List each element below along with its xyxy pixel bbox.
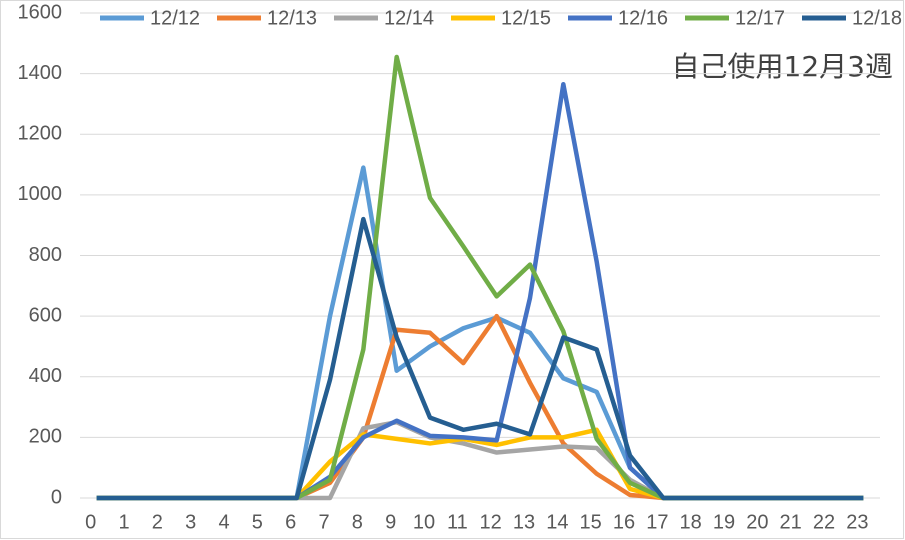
x-tick-label: 14 (546, 511, 568, 533)
x-tick-label: 19 (713, 511, 735, 533)
legend-label: 12/12 (150, 7, 200, 29)
x-tick-label: 20 (746, 511, 768, 533)
x-tick-label: 3 (185, 511, 196, 533)
y-tick-label: 0 (51, 486, 62, 508)
y-tick-label: 200 (29, 426, 62, 448)
x-tick-label: 17 (646, 511, 668, 533)
y-tick-label: 1000 (18, 183, 63, 205)
x-tick-label: 0 (85, 511, 96, 533)
x-tick-label: 7 (318, 511, 329, 533)
y-tick-label: 1600 (18, 1, 63, 23)
x-tick-label: 1 (118, 511, 129, 533)
x-tick-label: 9 (385, 511, 396, 533)
y-tick-label: 400 (29, 365, 62, 387)
series-line (96, 216, 864, 501)
x-tick-label: 23 (846, 511, 868, 533)
x-tick-label: 8 (352, 511, 363, 533)
x-tick-label: 13 (513, 511, 535, 533)
legend-label: 12/14 (384, 7, 434, 29)
x-tick-label: 4 (218, 511, 229, 533)
y-tick-label: 1200 (18, 123, 63, 145)
x-tick-label: 10 (413, 511, 435, 533)
legend-label: 12/17 (735, 7, 785, 29)
y-tick-label: 600 (29, 304, 62, 326)
legend-label: 12/13 (267, 7, 317, 29)
x-tick-label: 22 (813, 511, 835, 533)
x-tick-label: 18 (680, 511, 702, 533)
x-tick-label: 16 (613, 511, 635, 533)
x-tick-label: 11 (447, 511, 468, 533)
x-tick-label: 5 (252, 511, 263, 533)
x-tick-label: 12 (480, 511, 502, 533)
x-tick-label: 21 (780, 511, 802, 533)
annotation: 自己使用12月3週 (672, 50, 893, 83)
y-tick-label: 1400 (18, 62, 63, 84)
x-tick-label: 15 (580, 511, 602, 533)
y-tick-label: 800 (29, 244, 62, 266)
x-tick-label: 6 (285, 511, 296, 533)
legend-label: 12/16 (618, 7, 668, 29)
x-tick-label: 2 (152, 511, 163, 533)
legend-label: 12/18 (852, 7, 902, 29)
legend-label: 12/15 (501, 7, 551, 29)
